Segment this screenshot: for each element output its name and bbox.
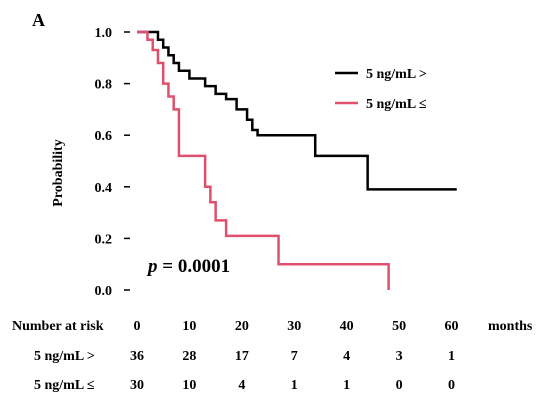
survival-curve-1 — [137, 30, 457, 191]
y-tick-label: 0.2 — [95, 232, 113, 247]
x-axis-unit-label: months — [488, 319, 533, 334]
risk-table-header: Number at risk — [12, 319, 104, 334]
legend-label-group1: 5 ng/mL > — [366, 67, 427, 82]
y-tick-label: 0.6 — [95, 129, 113, 144]
axes: 0.0 0.2 0.4 0.6 0.8 1.0 0 10 20 30 40 50 60 — [95, 26, 459, 334]
y-tick-label: 0.0 — [95, 284, 113, 299]
risk-value: 10 — [182, 378, 196, 393]
y-tick-label: 1.0 — [95, 26, 113, 41]
x-tick-label: 30 — [287, 319, 301, 334]
p-value-annotation: p = 0.0001 — [146, 256, 230, 277]
x-tick-label: 20 — [235, 319, 249, 334]
y-tick-label: 0.4 — [95, 181, 113, 196]
x-tick-label: 0 — [134, 319, 141, 334]
risk-value: 4 — [238, 378, 245, 393]
x-tick-label: 50 — [392, 319, 406, 334]
panel-label: A — [32, 10, 45, 30]
risk-value: 1 — [343, 378, 350, 393]
survival-curves — [137, 30, 457, 290]
risk-values: 36 28 17 7 4 3 130 10 4 1 1 0 0 — [130, 349, 455, 393]
risk-value: 30 — [130, 378, 144, 393]
legend: 5 ng/mL > 5 ng/mL ≤ — [335, 67, 427, 112]
y-axis-label: Probability — [51, 139, 66, 206]
risk-value: 0 — [448, 378, 455, 393]
risk-value: 17 — [235, 349, 249, 364]
p-symbol: p — [146, 256, 158, 277]
risk-value: 36 — [130, 349, 144, 364]
x-tick-label: 40 — [340, 319, 354, 334]
risk-value: 3 — [396, 349, 403, 364]
risk-value: 7 — [291, 349, 298, 364]
risk-value: 1 — [448, 349, 455, 364]
legend-label-group2: 5 ng/mL ≤ — [366, 97, 427, 112]
p-value: = 0.0001 — [158, 256, 231, 277]
risk-row-label-group2: 5 ng/mL ≤ — [34, 378, 95, 393]
x-tick-label: 60 — [445, 319, 459, 334]
risk-row-label-group1: 5 ng/mL > — [34, 349, 95, 364]
y-tick-label: 0.8 — [95, 78, 113, 93]
survival-curve-2 — [137, 30, 390, 290]
risk-value: 4 — [343, 349, 350, 364]
risk-value: 28 — [182, 349, 196, 364]
risk-value: 1 — [291, 378, 298, 393]
risk-table: Number at risk months 5 ng/mL > 5 ng/mL … — [12, 319, 533, 393]
x-tick-label: 10 — [182, 319, 196, 334]
risk-value: 0 — [396, 378, 403, 393]
